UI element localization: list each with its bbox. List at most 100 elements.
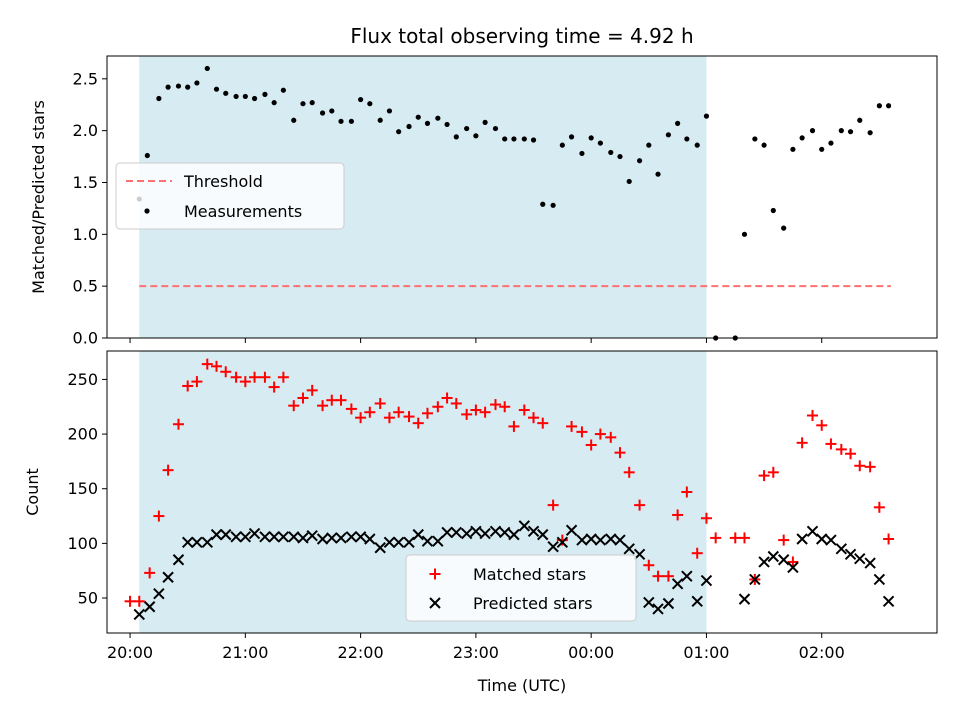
matched-star-point [162, 464, 174, 476]
y-tick-label: 250 [67, 370, 98, 389]
matched-star-point [758, 470, 770, 482]
matched-star-point [220, 366, 232, 378]
predicted-star-point [758, 556, 770, 568]
predicted-star-point [460, 527, 473, 540]
measurement-point [799, 135, 805, 141]
matched-star-point [403, 411, 415, 423]
measurement-point [521, 136, 527, 142]
matched-star-point [672, 509, 684, 521]
matched-star-point [691, 547, 703, 559]
measurement-point [262, 91, 268, 97]
measurement-point [329, 108, 335, 114]
measurement-point [144, 152, 150, 159]
predicted-star-point [354, 531, 367, 543]
matched-star-point [807, 409, 818, 421]
x-tick-label: 22:00 [338, 643, 384, 662]
x-axis-label: Time (UTC) [477, 676, 566, 695]
measurement-point [809, 128, 816, 134]
predicted-star-point [383, 536, 396, 548]
measurement-point [636, 158, 643, 164]
predicted-star-point [499, 526, 511, 539]
matched-star-point [710, 532, 722, 544]
top-legend: Threshold Measurements [115, 162, 345, 230]
measurement-point [473, 133, 479, 139]
matched-star-point [259, 371, 271, 383]
predicted-star-point [133, 608, 145, 621]
matched-star-point [432, 401, 444, 413]
predicted-star-point [652, 603, 664, 615]
matched-star-point [172, 418, 184, 430]
matched-star-point [211, 360, 223, 372]
predicted-star-point [450, 526, 462, 539]
measurement-point [568, 134, 575, 140]
predicted-star-point [403, 536, 415, 548]
predicted-star-point [614, 534, 626, 546]
matched-star-point [816, 419, 828, 431]
measurement-point [857, 117, 863, 123]
predicted-star-point [220, 528, 232, 541]
matched-star-point [873, 501, 885, 513]
measurement-point [694, 142, 700, 148]
measurement-point [655, 171, 661, 177]
measurement-point [482, 119, 488, 125]
measurement-point [348, 118, 354, 124]
predicted-star-point [787, 561, 799, 574]
legend-measurements-swatch [144, 208, 150, 214]
matched-star-point [421, 407, 433, 419]
predicted-star-point [844, 548, 857, 561]
matched-star-point [614, 447, 626, 459]
matched-star-point [518, 404, 530, 416]
measurement-point [453, 134, 459, 140]
measurement-point [847, 129, 854, 135]
bottom-legend-box [405, 554, 637, 622]
measurement-point [781, 225, 787, 231]
legend-predicted-label: Predicted stars [473, 594, 593, 613]
measurement-point [444, 121, 450, 128]
predicted-star-point [806, 525, 819, 538]
predicted-star-point [585, 533, 597, 545]
y-tick-label: 2.5 [73, 69, 98, 88]
predicted-star-point [421, 535, 434, 547]
matched-star-point [634, 499, 646, 511]
matched-star-point [787, 556, 799, 568]
predicted-star-point [268, 531, 280, 543]
matched-star-point [345, 403, 357, 415]
matched-star-point [461, 408, 473, 420]
predicted-star-point [605, 533, 617, 545]
matched-star-point [335, 394, 347, 406]
matched-star-point [441, 392, 453, 404]
matched-stars-points [124, 358, 895, 607]
measurement-point [415, 114, 421, 120]
predicted-star-point [316, 533, 329, 545]
matched-star-point [383, 412, 395, 424]
bottom-y-ticks: 50 100 150 200 250 [67, 370, 107, 608]
y-tick-label: 200 [67, 425, 98, 444]
measurement-point [761, 142, 767, 148]
measurement-point [752, 136, 758, 142]
predicted-star-point [306, 530, 318, 542]
x-tick-label: 20:00 [107, 643, 153, 662]
predicted-star-point [777, 554, 790, 566]
measurement-point [175, 83, 182, 89]
matched-star-point [729, 532, 741, 544]
y-tick-label: 1.5 [73, 173, 98, 192]
matched-star-point [835, 443, 847, 455]
predicted-star-point [662, 597, 675, 610]
predicted-star-point [882, 595, 895, 608]
predicted-star-point [259, 531, 271, 543]
top-legend-box [115, 162, 345, 230]
predicted-star-point [162, 571, 174, 583]
measurement-point [741, 231, 748, 237]
matched-star-point [393, 406, 405, 418]
measurement-point [338, 118, 344, 124]
matched-star-point [825, 438, 837, 450]
matched-star-point [489, 399, 501, 411]
matched-star-point [124, 595, 136, 607]
bottom-legend: Matched stars Predicted stars [405, 554, 637, 622]
measurement-point [358, 96, 364, 103]
predicted-star-point [594, 534, 607, 546]
predicted-star-point [441, 526, 453, 539]
measurement-point [626, 178, 632, 185]
predicted-star-point [700, 574, 713, 587]
predicted-star-point [335, 532, 347, 544]
